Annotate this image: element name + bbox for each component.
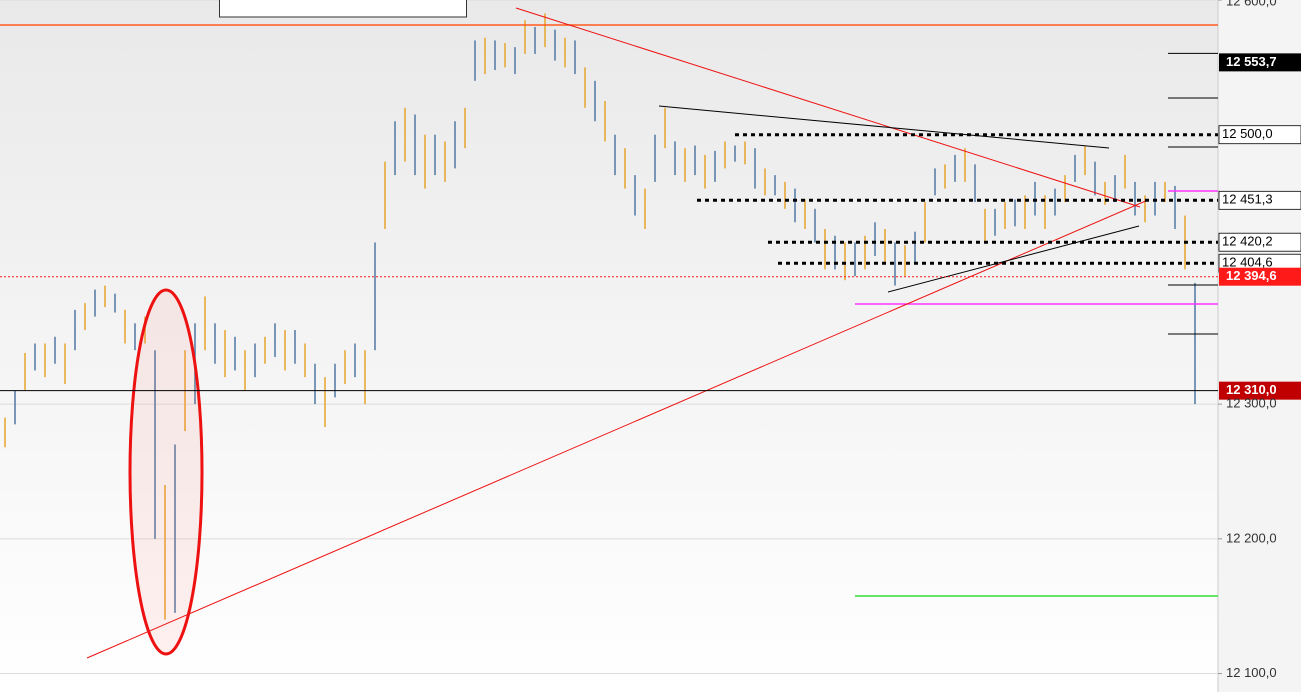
levels: 12 553,7 12 500,0 12 451,3 12 420,2 12 404,6… — [0, 52, 1301, 400]
highlight-ellipse — [128, 288, 204, 656]
level-label: 12 500,0 — [1222, 126, 1273, 141]
level-label: 12 420,2 — [1222, 234, 1273, 249]
drawings — [0, 0, 1218, 659]
grid — [0, 0, 1222, 675]
trend-line — [86, 199, 1149, 659]
trend-line — [658, 105, 1110, 149]
y-tick-label: 12 200,0 — [1226, 530, 1277, 545]
legend-box — [219, 0, 467, 18]
bars — [4, 13, 1196, 620]
level-label: 12 553,7 — [1226, 54, 1277, 69]
level-label-box — [1218, 190, 1301, 210]
y-tick-label: 12 600,0 — [1226, 0, 1277, 8]
level-label-box — [1218, 125, 1301, 145]
y-tick-label: 12 100,0 — [1226, 665, 1277, 680]
plot-background — [0, 0, 1218, 692]
level-label-box — [1219, 53, 1301, 72]
level-label: 12 451,3 — [1222, 192, 1273, 207]
axis-background — [1218, 0, 1301, 692]
level-label-box — [1219, 381, 1301, 400]
trend-line — [887, 225, 1140, 293]
level-label: 12 404,6 — [1222, 255, 1273, 270]
level-label: 12 394,6 — [1226, 268, 1277, 283]
trend-line — [515, 7, 1141, 208]
level-label: 12 310,0 — [1226, 382, 1277, 397]
level-label-box — [1219, 267, 1301, 286]
level-label-box — [1218, 232, 1301, 252]
y-tick-label: 12 300,0 — [1226, 396, 1277, 411]
